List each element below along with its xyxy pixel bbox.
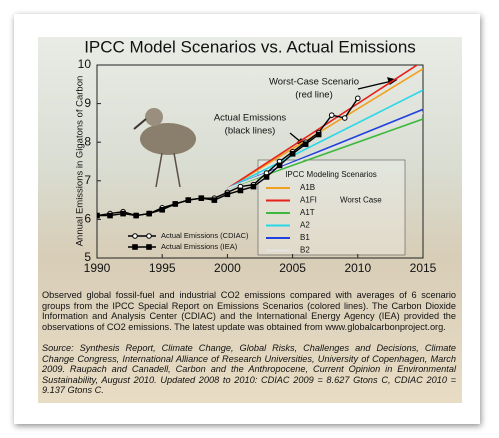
legend-marker (132, 244, 138, 250)
legend-label: A2 (300, 221, 310, 230)
plot-frame (96, 64, 424, 259)
data-point (289, 150, 296, 157)
legend-marker (132, 233, 138, 239)
legend-label: B2 (300, 246, 310, 255)
data-point (341, 115, 348, 121)
x-tick-label: 2010 (344, 261, 371, 275)
legend-marker (146, 233, 152, 239)
legend-label: Actual Emissions (IEA) (161, 242, 238, 251)
data-point (355, 95, 361, 102)
data-point (237, 187, 244, 194)
y-tick-label: 10 (78, 57, 92, 71)
data-point (328, 112, 335, 118)
series-line (226, 68, 423, 190)
y-tick-label: 7 (84, 173, 91, 187)
data-point (315, 131, 322, 138)
data-point (224, 191, 231, 198)
bird (133, 108, 196, 188)
data-point (263, 174, 270, 180)
source: Source: Synthesis Report, Climate Change… (42, 343, 456, 396)
data-point (211, 197, 218, 203)
legend-marker (146, 244, 152, 250)
legend-label: B1 (300, 233, 310, 242)
data-point (185, 197, 192, 203)
photo-background (38, 37, 462, 403)
data-point (146, 210, 152, 217)
series-line (227, 89, 423, 190)
annotation: (red line) (295, 90, 333, 101)
annotation: (black lines) (225, 126, 276, 137)
plot-area (97, 65, 423, 219)
legend-label: A1B (300, 183, 315, 192)
data-point (133, 212, 139, 219)
data-point (159, 206, 166, 213)
x-tick-label: 2005 (279, 261, 306, 275)
y-tick-label: 6 (84, 212, 91, 226)
x-tick-label: 2015 (410, 261, 437, 275)
data-point (250, 183, 257, 190)
data-point (120, 210, 126, 217)
data-point (302, 141, 309, 147)
data-point (97, 212, 100, 219)
chart-title: IPCC Model Scenarios vs. Actual Emission… (84, 37, 416, 56)
y-tick-label: 9 (84, 96, 91, 110)
x-tick-label: 2000 (214, 261, 241, 275)
annotation: Actual Emissions (214, 113, 287, 124)
legend-label: A1T (300, 208, 315, 217)
series-line (227, 112, 423, 190)
data-point (172, 201, 179, 207)
annotation: Worst-Case Scenario (269, 77, 359, 88)
y-tick-label: 8 (84, 134, 91, 148)
x-tick-label: 1995 (149, 261, 176, 275)
legend-label: Actual Emissions (CDIAC) (161, 231, 249, 240)
legend-box (257, 159, 406, 256)
poster: IPCC Model Scenarios vs. Actual Emission… (38, 37, 462, 403)
annotation: Worst Case (340, 196, 382, 205)
data-point (107, 212, 113, 219)
chart: IPCC Model Scenarios vs. Actual Emission… (38, 37, 462, 403)
legend-title: IPCC Modeling Scenarios (285, 170, 377, 179)
data-point (198, 195, 205, 201)
series-line (227, 118, 423, 190)
legend-label: A1FI (300, 196, 317, 205)
x-tick-label: 1990 (84, 261, 111, 275)
y-axis-label: Annual Emissions in Gigatons of Carbon (75, 76, 86, 247)
y-tick-label: 5 (84, 250, 91, 264)
data-point (276, 162, 283, 169)
caption: Observed global fossil-fuel and industri… (42, 290, 456, 332)
